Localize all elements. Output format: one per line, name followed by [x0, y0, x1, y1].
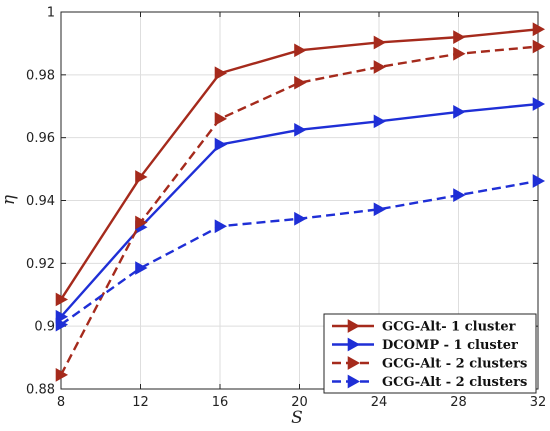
- data-point: [453, 46, 466, 61]
- data-point: [55, 317, 69, 332]
- data-point: [135, 215, 148, 230]
- legend-entry: DCOMP - 1 cluster: [332, 337, 518, 353]
- legend-entry: GCG-Alt - 2 clusters: [332, 374, 527, 390]
- axis-ticks: 8 12 16 20 24 28 32 0.88 0.9 0.92 0.94 0.96 0.98 1: [26, 6, 546, 411]
- data-point: [214, 137, 228, 152]
- legend-marker: [347, 319, 361, 333]
- data-point: [214, 111, 228, 126]
- x-tick-label: 16: [212, 395, 229, 410]
- data-point: [453, 30, 466, 44]
- data-point: [294, 211, 307, 226]
- data-point: [532, 97, 546, 111]
- data-point: [453, 188, 466, 203]
- y-tick-label: 0.94: [26, 194, 55, 209]
- y-tick-label: 0.92: [26, 257, 55, 272]
- y-tick-label: 0.98: [26, 68, 55, 83]
- data-point: [294, 75, 307, 90]
- x-tick-label: 24: [371, 395, 388, 410]
- data-point: [532, 22, 546, 37]
- data-point: [453, 105, 466, 119]
- data-point: [373, 60, 387, 74]
- series-1: [55, 22, 546, 307]
- data-series: [55, 22, 546, 382]
- data-point: [135, 170, 148, 184]
- data-point: [294, 43, 307, 58]
- data-point: [532, 39, 546, 54]
- legend-entry: GCG-Alt - 2 clusters: [332, 356, 527, 372]
- y-tick-label: 1: [47, 6, 55, 21]
- data-point: [373, 202, 387, 217]
- legend-label: DCOMP - 1 cluster: [382, 338, 518, 353]
- x-tick-label: 20: [291, 395, 308, 410]
- data-point: [373, 114, 387, 129]
- data-point: [532, 174, 546, 188]
- data-point: [294, 122, 307, 137]
- x-tick-label: 12: [132, 395, 149, 410]
- data-point: [214, 66, 228, 81]
- legend-marker: [347, 356, 361, 370]
- legend-marker: [347, 374, 361, 389]
- legend-entry: GCG-Alt- 1 cluster: [332, 319, 516, 335]
- x-tick-label: 32: [530, 395, 547, 410]
- legend-label: GCG-Alt - 2 clusters: [382, 357, 527, 372]
- legend-marker: [347, 337, 361, 352]
- series-4: [55, 174, 546, 332]
- data-point: [55, 292, 69, 307]
- data-point: [55, 368, 69, 382]
- y-tick-label: 0.88: [26, 383, 55, 398]
- y-tick-label: 0.9: [34, 320, 55, 335]
- x-tick-label: 8: [57, 395, 65, 410]
- y-tick-label: 0.96: [26, 131, 55, 146]
- x-axis-label: S: [291, 408, 303, 428]
- legend: GCG-Alt- 1 cluster DCOMP - 1 cluster GCG-A…: [323, 313, 537, 394]
- data-point: [373, 35, 387, 50]
- legend-label: GCG-Alt - 2 clusters: [382, 375, 527, 390]
- data-point: [135, 261, 148, 275]
- series-3: [55, 39, 546, 382]
- series-2: [55, 97, 546, 324]
- x-tick-label: 28: [450, 395, 467, 410]
- data-point: [214, 219, 228, 234]
- y-axis-label: η: [0, 194, 19, 205]
- legend-label: GCG-Alt- 1 cluster: [382, 320, 516, 335]
